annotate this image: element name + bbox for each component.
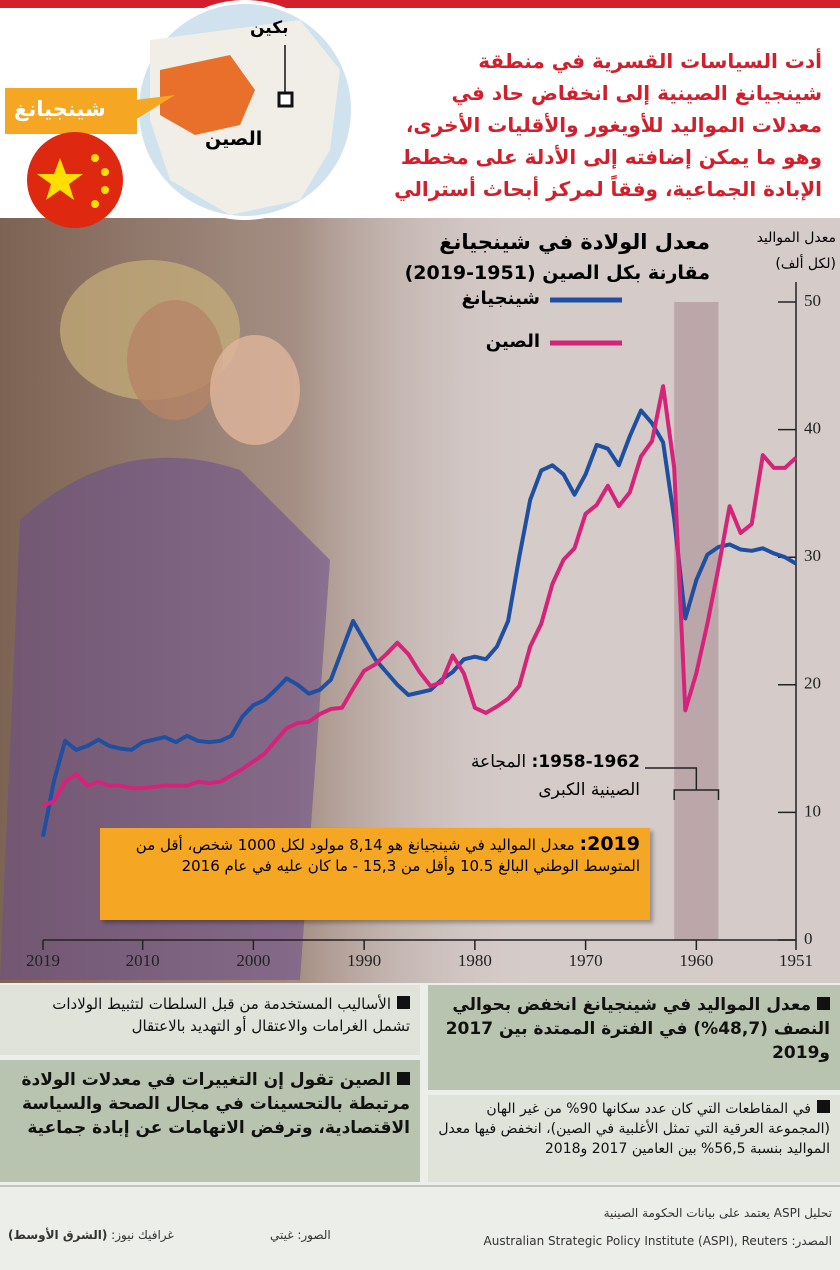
bullet: [817, 997, 830, 1010]
bullet: [397, 1072, 410, 1085]
panel: في المقاطعات التي كان عدد سكانها 90% من …: [428, 1095, 840, 1182]
page: 0 10 20 30 40 50 2019 2010 2000 1990 1980 1970 1960 1…: [0, 0, 840, 1270]
y-tick-label: 10: [804, 801, 821, 820]
region-label: شينجيانغ: [14, 97, 106, 121]
famine-label: 1958-1962: المجاعة: [471, 752, 640, 772]
footer-analysis: تحليل ASPI يعتمد على بيانات الحكومة الصي…: [604, 1206, 832, 1220]
panel-text: معدل المواليد في شينجيانغ انخفض بحوالي ا…: [446, 995, 830, 1063]
callout-text: معدل المواليد في شينجيانغ هو 8,14 مولود …: [136, 836, 640, 875]
callout: 2019: معدل المواليد في شينجيانغ هو 8,14 …: [100, 828, 650, 920]
chart-title: معدل الولادة في شينجيانغ: [439, 230, 710, 254]
map-beijing: [279, 93, 292, 106]
flag-star: [91, 154, 99, 162]
headline: أدت السياسات القسرية في منطقة: [478, 46, 822, 76]
footer-source: المصدر: Australian Strategic Policy Inst…: [484, 1234, 833, 1248]
y-tick-label: 0: [804, 929, 813, 948]
famine-text: المجاعة: [471, 752, 526, 772]
famine-dates: 1958-1962:: [532, 752, 641, 772]
y-tick-label: 50: [804, 291, 821, 310]
footer-graphic-name: (الشرق الأوسط): [8, 1228, 107, 1242]
y-tick-label: 30: [804, 546, 821, 565]
y-tick-label: 40: [804, 419, 821, 438]
x-tick-label: 1951: [779, 951, 813, 970]
panel-text: الصين تقول إن التغييرات في معدلات الولاد…: [22, 1070, 410, 1138]
footer-graphic-label: غرافيك نيوز:: [111, 1228, 174, 1242]
headline: وهو ما يمكن إضافته إلى الأدلة على مخطط: [401, 142, 822, 172]
panel-text: الأساليب المستخدمة من قبل السلطات لتثبيط…: [52, 995, 410, 1035]
bullet: [397, 996, 410, 1009]
flag-star: [101, 186, 109, 194]
x-tick-label: 1970: [569, 951, 603, 970]
x-tick-label: 1980: [458, 951, 492, 970]
y-axis-label: معدل المواليد: [757, 230, 836, 246]
headline: الإبادة الجماعية، وفقاً لمركز أبحاث أستر…: [394, 174, 822, 204]
panel: الصين تقول إن التغييرات في معدلات الولاد…: [0, 1060, 420, 1182]
panel: الأساليب المستخدمة من قبل السلطات لتثبيط…: [0, 985, 420, 1055]
photo-baby: [210, 335, 300, 445]
map-capital: بكين: [250, 18, 289, 38]
china-flag: [27, 132, 123, 228]
x-tick-label: 2010: [126, 951, 160, 970]
photo-face: [127, 300, 223, 420]
x-tick-label: 2019: [26, 951, 60, 970]
top-stripe: [0, 0, 840, 8]
callout-year: 2019:: [580, 833, 641, 855]
legend-label: شينجيانغ: [461, 288, 540, 309]
map-country: الصين: [205, 128, 262, 150]
footer-graphic: غرافيك نيوز: (الشرق الأوسط): [8, 1228, 174, 1242]
footer-photos: الصور: غيتي: [270, 1228, 331, 1242]
chart-subtitle: مقارنة بكل الصين (1951-2019): [405, 262, 710, 284]
x-tick-label: 1990: [347, 951, 381, 970]
legend-label: الصين: [486, 331, 540, 352]
flag-star: [101, 168, 109, 176]
famine-label: الصينية الكبرى: [538, 780, 640, 800]
flag-star: [91, 200, 99, 208]
x-tick-label: 1960: [679, 951, 713, 970]
x-tick-label: 2000: [236, 951, 270, 970]
panel-text: في المقاطعات التي كان عدد سكانها 90% من …: [438, 1101, 830, 1157]
headline: معدلات المواليد للأويغور والأقليات الأخر…: [406, 110, 822, 140]
y-tick-label: 20: [804, 674, 821, 693]
y-axis-label: (لكل ألف): [775, 256, 836, 272]
panel: معدل المواليد في شينجيانغ انخفض بحوالي ا…: [428, 985, 840, 1090]
bullet: [817, 1100, 830, 1113]
headline: شينجيانغ الصينية إلى انخفاض حاد في: [452, 78, 822, 108]
